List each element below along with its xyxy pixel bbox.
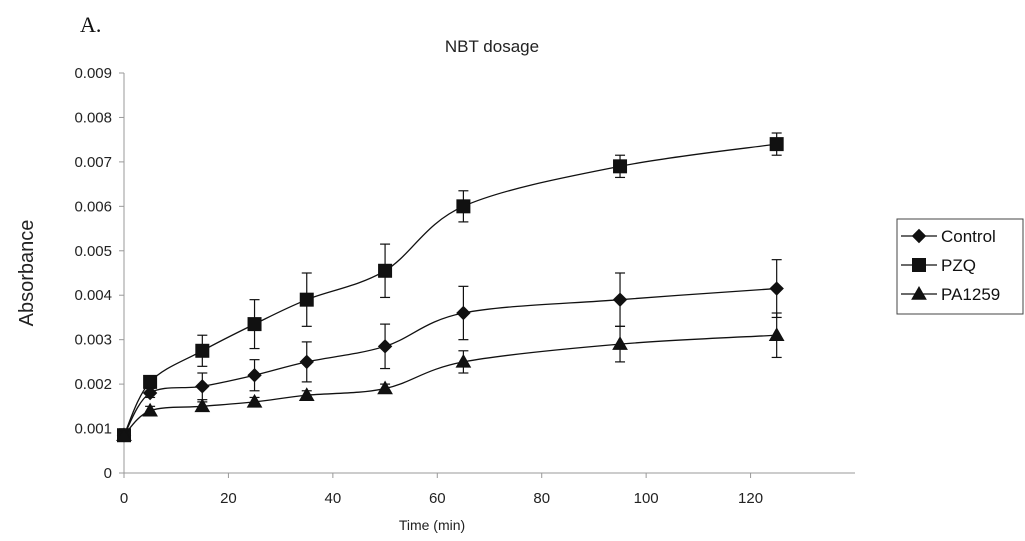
series-line [123,287,777,436]
data-point-square [195,343,210,358]
plot-area [116,132,785,443]
data-point-square [299,292,314,307]
x-tick-label: 20 [220,490,237,507]
legend-marker-diamond [911,228,927,244]
legend: Control PZQ PA1259 [896,218,1024,315]
y-tick-label: 0.008 [74,109,112,126]
data-point-triangle [142,402,158,417]
y-axis-ticks: 0 0.001 0.002 0.003 0.004 0.005 0.006 0.007 0.00… [74,65,124,482]
x-tick-label: 80 [533,490,550,507]
data-point-triangle [194,398,211,413]
data-point-diamond [299,354,314,370]
x-axis-title: Time (min) [399,517,465,533]
x-tick-label: 60 [429,490,446,507]
y-tick-label: 0.002 [74,376,112,393]
y-axis-title: Absorbance [16,220,38,327]
y-tick-label: 0.004 [74,287,112,304]
legend-entry-pzq: PZQ [901,256,976,275]
series-line [123,143,777,436]
y-tick-label: 0.005 [74,243,112,260]
data-point-triangle [298,387,315,401]
data-point-diamond [377,339,393,354]
y-tick-label: 0.009 [74,65,112,82]
series-control [116,259,784,443]
legend-entry-pa1259: PA1259 [901,285,1000,304]
legend-label: PZQ [941,256,976,275]
data-point-diamond [612,292,628,307]
data-point-diamond [769,281,784,296]
x-tick-label: 120 [738,490,763,507]
legend-marker-triangle [911,285,927,300]
data-point-triangle [455,353,472,368]
legend-marker-square [912,258,926,272]
data-point-square [143,374,158,389]
data-point-diamond [456,305,471,321]
data-point-triangle [377,380,393,395]
legend-label: Control [941,227,996,246]
data-point-diamond [195,379,210,394]
data-point-triangle [768,327,785,341]
data-point-diamond [247,368,262,383]
data-point-square [378,263,393,278]
y-tick-label: 0 [104,465,112,482]
x-tick-label: 100 [634,490,659,507]
legend-label: PA1259 [941,285,1000,304]
legend-entry-control: Control [901,227,996,246]
data-point-square [456,199,471,214]
data-point-triangle [612,336,628,350]
chart-title: NBT dosage [445,37,539,56]
data-point-square [247,317,262,332]
series-pa1259 [116,312,785,441]
data-point-square [613,159,628,174]
y-tick-label: 0.006 [74,198,112,215]
y-tick-label: 0.001 [74,421,112,438]
series-line [123,334,777,436]
data-point-triangle [116,427,132,441]
series-pzq [117,132,784,443]
data-point-square [769,137,784,152]
data-point-diamond [142,385,158,401]
y-tick-label: 0.003 [74,332,112,349]
data-point-triangle [246,393,263,408]
x-axis-ticks: 0 20 40 60 80 100 120 [120,473,763,507]
x-tick-label: 40 [325,490,342,507]
panel-label: A. [80,12,101,37]
y-tick-label: 0.007 [74,154,112,171]
x-tick-label: 0 [120,490,128,507]
